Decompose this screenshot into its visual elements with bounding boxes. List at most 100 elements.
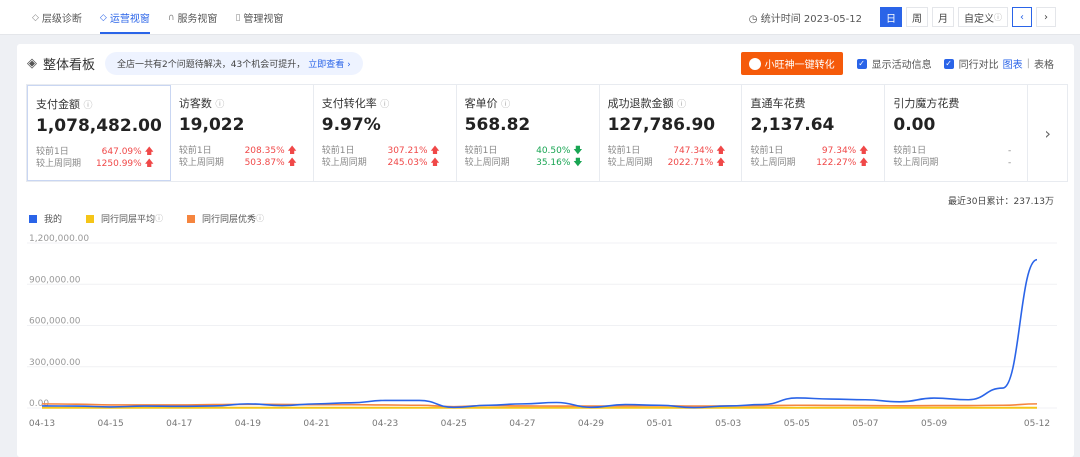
kpi-value: 2,137.64 [750, 115, 835, 135]
series-line-2 [41, 403, 1038, 408]
x-tick-label: 05-07 [852, 419, 878, 429]
kpi-card[interactable]: 直通车花费 2,137.64 较前1日 97.34% 🡅 较上周同期 122.27%… [742, 85, 886, 181]
prev-date-button[interactable]: ‹ [1012, 7, 1032, 27]
period-week-button[interactable]: 周 [906, 7, 928, 27]
checkbox-checked-icon: ✓ [943, 58, 954, 69]
layers-icon: ◈ [27, 56, 37, 71]
arrow-up-icon: 🡅 [856, 158, 869, 168]
tab-3[interactable]: ▯ 管理视窗 [235, 12, 284, 26]
checkbox-checked-icon: ✓ [856, 58, 867, 69]
view-table-toggle[interactable]: 表格 [1034, 60, 1054, 71]
legend-item[interactable]: 我的 [29, 212, 62, 225]
kpi-value: 19,022 [178, 115, 245, 135]
help-icon: ⓘ [83, 101, 93, 111]
kpi-card[interactable]: 成功退款金额 ⓘ 127,786.90 较前1日 747.34% 🡅 较上周同期 2… [600, 85, 743, 181]
legend-item[interactable]: 同行同层优秀 ⓘ [187, 212, 264, 225]
kpi-card[interactable]: 客单价 ⓘ 568.82 较前1日 40.50% 🡇 较上周同期 35.16% 🡇 [457, 85, 600, 181]
mascot-icon [748, 57, 761, 70]
show-activity-checkbox[interactable]: ✓ 显示活动信息 [856, 58, 932, 71]
kpi-row: 支付金额 ⓘ 1,078,482.00 较前1日 647.09% 🡅 较上周同期 1… [26, 84, 1068, 182]
cumulative-total: 最近30日累计：237.13万 [948, 197, 1054, 207]
arrow-up-icon: 🡅 [427, 146, 440, 156]
next-date-button[interactable]: › [1036, 7, 1056, 27]
help-icon: ⓘ [155, 214, 164, 223]
kpi-card[interactable]: 引力魔方花费 0.00 较前1日 - 较上周同期 - [885, 85, 1029, 181]
kpi-next-button[interactable]: › [1028, 85, 1067, 181]
chevron-left-icon: ‹ [1020, 11, 1024, 23]
help-icon: ⓘ [501, 100, 511, 110]
y-tick-label: 900,000.00 [29, 275, 81, 285]
kpi-card[interactable]: 支付金额 ⓘ 1,078,482.00 较前1日 647.09% 🡅 较上周同期 1… [27, 85, 171, 181]
thermometer-icon: ▯ [235, 12, 241, 23]
arrow-up-icon: 🡅 [284, 146, 297, 156]
x-tick-label: 04-25 [441, 419, 467, 429]
period-custom-button[interactable]: 自定义 ⓘ [958, 7, 1008, 27]
overview-board: ◈ 整体看板 全店一共有2个问题待解决，43个机会可提升， 立即查看 › 小旺神一… [17, 44, 1074, 457]
kpi-value: 9.97% [321, 115, 381, 135]
legend-item[interactable]: 同行同层平均 ⓘ [86, 212, 163, 225]
help-icon: ⓘ [256, 214, 265, 223]
stat-time: ◷ 统计时间 2023-05-12 [748, 13, 862, 25]
peer-compare-checkbox[interactable]: ✓ 同行对比 [943, 58, 999, 71]
arrow-down-icon: 🡇 [570, 146, 583, 156]
kpi-card[interactable]: 支付转化率 ⓘ 9.97% 较前1日 307.21% 🡅 较上周同期 245.03%… [314, 85, 457, 181]
shield-icon: ◇ [99, 12, 107, 23]
headset-icon: ∩ [167, 12, 175, 23]
kpi-week-change: 122.27% [816, 158, 857, 168]
kpi-week-change: 2022.71% [667, 158, 714, 168]
notice-banner: 全店一共有2个问题待解决，43个机会可提升， 立即查看 › [105, 52, 363, 75]
x-tick-label: 04-15 [98, 419, 124, 429]
y-tick-label: 0.00 [29, 399, 49, 409]
shield-icon: ◇ [32, 12, 39, 23]
view-now-link[interactable]: 立即查看 › [308, 60, 351, 70]
tab-2[interactable]: ∩ 服务视窗 [167, 12, 218, 26]
arrow-down-icon: 🡇 [570, 158, 583, 168]
legend-swatch [187, 214, 196, 223]
arrow-up-icon: 🡅 [141, 159, 154, 169]
kpi-day-change: 747.34% [673, 146, 714, 156]
kpi-value: 568.82 [464, 115, 531, 135]
x-tick-label: 04-23 [372, 419, 398, 429]
x-tick-label: 05-05 [784, 419, 810, 429]
arrow-up-icon: 🡅 [284, 158, 297, 168]
legend-swatch [29, 214, 37, 223]
legend-swatch [86, 214, 95, 223]
x-tick-label: 04-21 [303, 419, 329, 429]
xiaowang-convert-button[interactable]: 小旺神一键转化 [740, 52, 843, 75]
clock-icon: ◷ [748, 13, 761, 25]
kpi-value: 127,786.90 [607, 115, 716, 135]
x-tick-label: 04-17 [166, 419, 192, 429]
kpi-week-change: 245.03% [387, 158, 428, 168]
arrow-up-icon: 🡅 [141, 147, 154, 157]
board-title: 整体看板 [43, 58, 96, 73]
help-icon: ⓘ [677, 100, 687, 110]
help-icon: ⓘ [380, 100, 390, 110]
arrow-up-icon: 🡅 [713, 146, 726, 156]
series-line-0 [41, 258, 1038, 409]
kpi-week-change: 1250.99% [95, 159, 142, 169]
kpi-week-change: 503.87% [244, 158, 285, 168]
kpi-value: 0.00 [893, 115, 936, 135]
kpi-value: 1,078,482.00 [36, 116, 162, 136]
period-day-button[interactable]: 日 [880, 7, 902, 27]
y-tick-label: 1,200,000.00 [29, 234, 89, 244]
x-tick-label: 04-27 [509, 419, 535, 429]
view-chart-toggle[interactable]: 图表 [1002, 60, 1023, 71]
help-icon: ⓘ [994, 12, 1002, 22]
tab-0[interactable]: ◇ 层级诊断 [32, 12, 82, 26]
kpi-week-change: 35.16% [536, 158, 571, 168]
line-chart: 0.00 300,000.00 600,000.00 900,000.00 1,200,… [27, 234, 1057, 429]
x-tick-label: 04-29 [578, 419, 604, 429]
kpi-day-change: 40.50% [536, 146, 571, 156]
x-tick-label: 05-01 [647, 419, 673, 429]
y-tick-label: 300,000.00 [29, 358, 81, 368]
x-tick-label: 04-19 [235, 419, 261, 429]
x-tick-label: 05-12 [1024, 419, 1050, 429]
kpi-day-change: 208.35% [244, 146, 285, 156]
x-tick-label: 05-09 [921, 419, 947, 429]
kpi-card[interactable]: 访客数 ⓘ 19,022 较前1日 208.35% 🡅 较上周同期 503.87% … [171, 85, 314, 181]
chevron-right-icon: › [1044, 123, 1051, 143]
tab-1[interactable]: ◇ 运营视窗 [99, 0, 150, 35]
kpi-day-change: 307.21% [387, 146, 428, 156]
period-month-button[interactable]: 月 [932, 7, 954, 27]
